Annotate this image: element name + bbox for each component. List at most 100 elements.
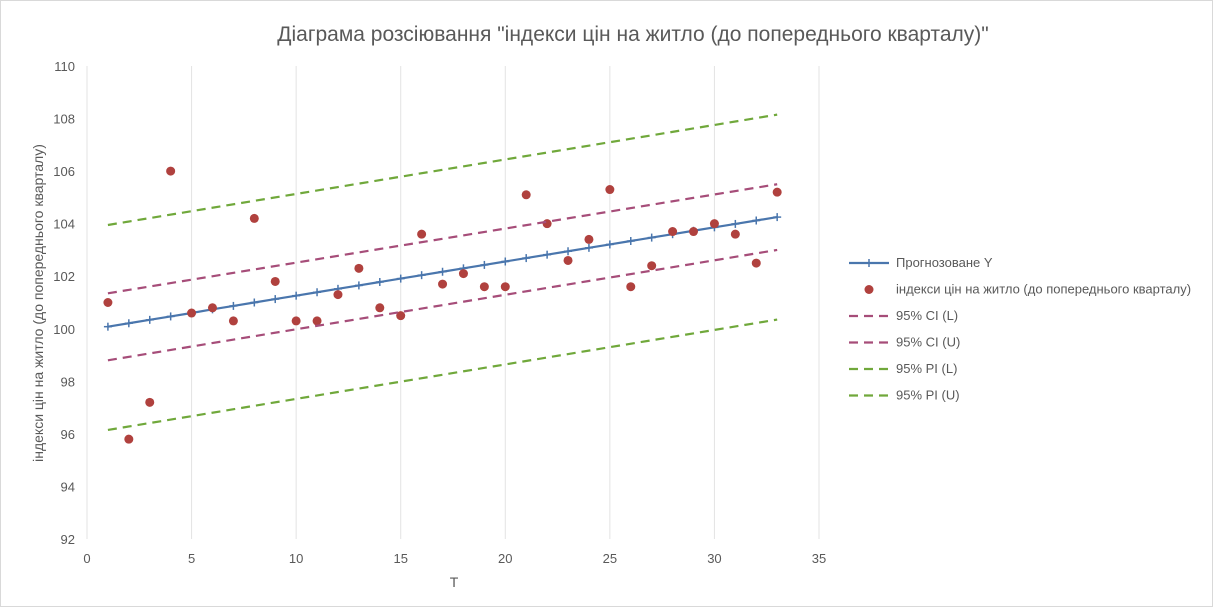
legend: Прогнозоване Y індекси цін на житло (до п…: [849, 255, 1191, 403]
data-point: [458, 269, 468, 279]
legend-item: 95% CI (L): [849, 308, 958, 323]
predicted-marker: [250, 298, 259, 307]
predicted-marker: [145, 315, 154, 324]
data-point: [605, 185, 615, 195]
series-line-5: [107, 113, 778, 227]
series-line-3: [107, 183, 778, 295]
predicted-marker: [103, 322, 112, 331]
predicted-marker: [375, 278, 384, 287]
data-point: [228, 316, 238, 326]
legend-label: 95% CI (U): [896, 335, 960, 350]
data-point: [207, 303, 217, 313]
series-line-2: [107, 248, 778, 362]
predicted-marker: [647, 233, 656, 242]
y-tick-label: 98: [61, 374, 75, 389]
legend-item: індекси цін на житло (до попереднього кв…: [864, 282, 1191, 297]
legend-item: 95% CI (U): [849, 335, 960, 350]
data-point: [542, 219, 552, 229]
data-point: [375, 303, 385, 313]
data-point: [730, 229, 740, 239]
data-point: [647, 261, 657, 271]
predicted-marker: [605, 240, 614, 249]
data-point: [333, 290, 343, 300]
y-tick-label: 100: [53, 322, 75, 337]
data-point: [124, 434, 134, 444]
chart-title: Діаграма розсіювання "індекси цін на жит…: [277, 23, 989, 46]
series-line-4: [107, 318, 778, 432]
x-tick-label: 10: [289, 551, 303, 566]
data-point: [354, 263, 364, 273]
y-tick-label: 110: [54, 59, 75, 74]
x-tick-label: 5: [188, 551, 195, 566]
predicted-marker: [773, 213, 782, 222]
data-point: [417, 229, 427, 239]
predicted-marker: [626, 237, 635, 246]
predicted-marker: [480, 260, 489, 269]
predicted-marker: [124, 319, 133, 328]
data-point: [626, 282, 636, 292]
x-tick-label: 20: [498, 551, 512, 566]
predicted-marker: [564, 247, 573, 256]
data-point: [521, 190, 531, 200]
legend-label: Прогнозоване Y: [896, 255, 993, 270]
predicted-marker: [292, 291, 301, 300]
x-tick-label: 15: [393, 551, 407, 566]
data-point: [584, 234, 594, 244]
legend-item: 95% PI (L): [849, 361, 957, 376]
predicted-marker: [522, 254, 531, 263]
predicted-marker: [396, 274, 405, 283]
predicted-marker: [501, 257, 510, 266]
plot-area: [103, 113, 782, 444]
legend-item: 95% PI (U): [849, 388, 960, 403]
data-point: [291, 316, 301, 326]
x-axis-label: T: [450, 574, 459, 590]
data-point: [668, 227, 678, 237]
data-point: [249, 213, 259, 223]
legend-label: індекси цін на житло (до попереднього кв…: [896, 282, 1191, 297]
y-tick-label: 106: [53, 164, 75, 179]
tick-labels: 0 5 10 15 20 25 30 35 92 94 96 98 100 102 104 106 108 110: [53, 59, 826, 566]
predicted-marker: [438, 267, 447, 276]
predicted-marker: [166, 312, 175, 321]
predicted-marker: [752, 216, 761, 225]
x-tick-label: 0: [83, 551, 90, 566]
y-tick-label: 102: [53, 269, 75, 284]
data-point: [772, 187, 782, 197]
data-point: [270, 276, 280, 286]
data-point: [166, 166, 176, 176]
predicted-marker: [731, 219, 740, 228]
data-point: [396, 311, 406, 321]
y-tick-label: 104: [53, 217, 75, 232]
predicted-marker: [229, 301, 238, 310]
data-point: [438, 279, 448, 289]
y-tick-label: 96: [61, 427, 75, 442]
predicted-marker: [354, 281, 363, 290]
y-axis-label: індекси цін на житло (до попереднього кв…: [30, 144, 46, 462]
legend-label: 95% PI (U): [896, 388, 960, 403]
predicted-marker: [584, 243, 593, 252]
legend-item: Прогнозоване Y: [849, 255, 993, 270]
data-point: [751, 258, 761, 268]
data-point: [187, 308, 197, 318]
legend-label: 95% CI (L): [896, 308, 958, 323]
data-point: [689, 227, 699, 237]
predicted-marker: [271, 295, 280, 304]
y-tick-label: 92: [61, 532, 75, 547]
data-point: [145, 397, 155, 407]
data-point: [563, 255, 573, 265]
data-point: [479, 282, 489, 292]
predicted-marker: [543, 250, 552, 259]
data-point: [312, 316, 322, 326]
legend-label: 95% PI (L): [896, 361, 957, 376]
predicted-marker: [417, 271, 426, 280]
x-tick-label: 35: [812, 551, 826, 566]
data-point: [709, 219, 719, 229]
x-tick-label: 30: [707, 551, 721, 566]
y-tick-label: 108: [53, 112, 75, 127]
predicted-marker: [313, 288, 322, 297]
legend-swatch: [864, 285, 874, 294]
data-point: [103, 298, 113, 307]
data-point: [500, 282, 510, 292]
